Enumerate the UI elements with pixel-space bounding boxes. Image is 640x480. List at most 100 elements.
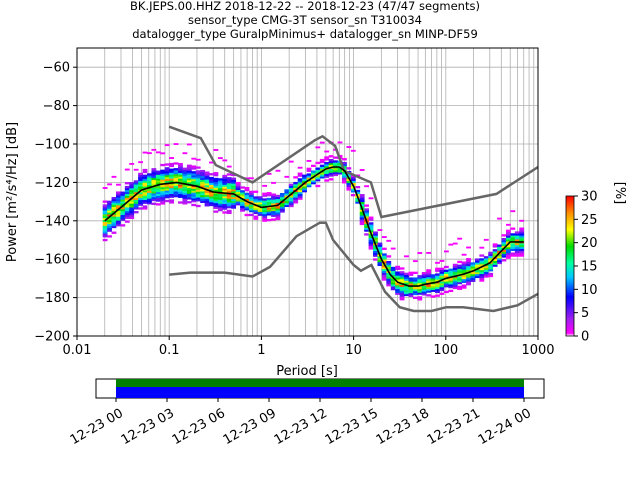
heatmap-cell (501, 255, 507, 258)
heatmap-cell (364, 214, 370, 217)
heatmap-cell (138, 207, 143, 210)
heatmap-cell (505, 223, 511, 226)
heatmap-cell (399, 275, 405, 278)
heatmap-cell (155, 193, 161, 196)
heatmap-cell (138, 180, 143, 183)
heatmap-cell (381, 259, 387, 262)
heatmap-cell (169, 180, 175, 183)
heatmap-cell (386, 282, 392, 285)
heatmap-cell (505, 256, 511, 259)
chart-title-line1: BK.JEPS.00.HHZ 2018-12-22 -- 2018-12-23 … (130, 0, 480, 13)
heatmap-cell (151, 179, 157, 182)
heatmap-cell (107, 217, 112, 221)
heatmap-cell (195, 183, 201, 187)
y-axis: −60 −80 −100 −120 −140 −160 −180 −200 (34, 61, 77, 345)
heatmap-cell (226, 188, 232, 192)
heatmap-cell (497, 261, 502, 265)
heatmap-cell (342, 161, 347, 165)
heatmap-cell (129, 162, 135, 165)
heatmap-cell (204, 175, 210, 178)
heatmap-cell (448, 274, 454, 277)
heatmap-cell (244, 177, 250, 180)
heatmap-cell (457, 281, 463, 285)
heatmap-cell (364, 227, 370, 230)
heatmap-cell (133, 195, 139, 199)
heatmap-cell (368, 245, 374, 248)
heatmap-cell (275, 196, 281, 200)
heatmap-cell (404, 276, 409, 279)
heatmap-cell (262, 211, 268, 215)
heatmap-cell (186, 172, 192, 175)
heatmap-cell (124, 185, 130, 189)
heatmap-cell (492, 258, 498, 262)
heatmap-cell (470, 264, 476, 267)
heatmap-cell (319, 176, 325, 179)
heatmap-cell (120, 201, 126, 204)
heatmap-cell (390, 270, 396, 273)
heatmap-cell (138, 188, 143, 191)
heatmap-cell (408, 290, 414, 294)
heatmap-cell (204, 186, 210, 190)
heatmap-cell (466, 269, 471, 272)
heatmap-cell (147, 198, 152, 201)
heatmap-cell (111, 198, 117, 202)
heatmap-cell (333, 160, 338, 163)
heatmap-cell (231, 204, 237, 207)
heatmap-cell (315, 179, 321, 182)
heatmap-cell (209, 196, 214, 199)
heatmap-cell (213, 206, 219, 209)
heatmap-cell (142, 191, 148, 195)
heatmap-cell (448, 289, 454, 293)
heatmap-cell (257, 198, 263, 201)
heatmap-cell (222, 211, 228, 214)
heatmap-cell (412, 287, 418, 290)
heatmap-cell (479, 258, 485, 261)
heatmap-cell (373, 241, 378, 244)
heatmap-cell (257, 209, 263, 213)
heatmap-cell (217, 203, 223, 206)
heatmap-cell (324, 171, 330, 174)
heatmap-cell (186, 191, 192, 194)
heatmap-cell (138, 178, 143, 181)
heatmap-cell (120, 212, 126, 216)
heatmap-cell (297, 182, 303, 185)
heatmap-cell (381, 255, 387, 258)
heatmap-cell (519, 227, 525, 230)
heatmap-cell (213, 210, 219, 213)
heatmap-cell (244, 208, 250, 211)
heatmap-cell (359, 222, 365, 226)
heatmap-cell (204, 202, 210, 205)
heatmap-cell (129, 191, 135, 195)
heatmap-cell (115, 214, 121, 217)
heatmap-cell (443, 250, 449, 253)
heatmap-cell (452, 267, 458, 270)
heatmap-cell (275, 198, 281, 201)
heatmap-cell (169, 185, 175, 189)
heatmap-cell (488, 263, 494, 266)
heatmap-cell (430, 276, 436, 279)
heatmap-cell (186, 174, 192, 177)
heatmap-cell (253, 209, 259, 213)
heatmap-cell (381, 264, 387, 268)
heatmap-cell (164, 194, 170, 197)
heatmap-cell (191, 192, 197, 195)
heatmap-cell (364, 204, 370, 207)
heatmap-cell (173, 175, 179, 179)
heatmap-cell (355, 199, 361, 202)
heatmap-cell (142, 199, 148, 202)
heatmap-cell (284, 200, 290, 204)
heatmap-cell (368, 224, 374, 227)
heatmap-cell (350, 176, 356, 180)
heatmap-cell (182, 192, 188, 195)
heatmap-cell (381, 268, 387, 272)
heatmap-cell (399, 290, 405, 293)
heatmap-cell (443, 265, 449, 269)
heatmap-cell (209, 188, 214, 191)
heatmap-cell (209, 173, 214, 176)
heatmap-cell (399, 267, 405, 270)
heatmap-cell (115, 183, 121, 186)
heatmap-cell (147, 200, 152, 203)
heatmap-cell (466, 258, 471, 261)
heatmap-cell (262, 200, 268, 203)
heatmap-cell (200, 189, 206, 192)
